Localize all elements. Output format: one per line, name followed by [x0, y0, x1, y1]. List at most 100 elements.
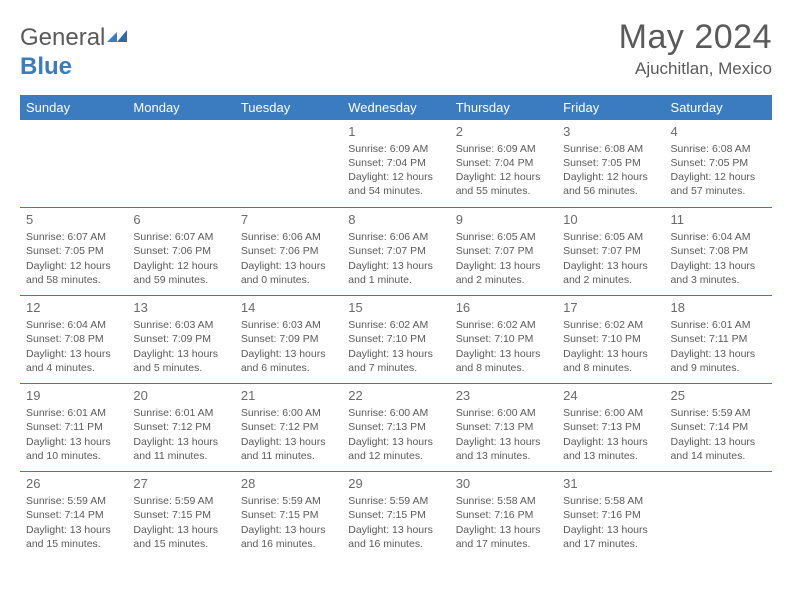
calendar-cell: 24 Sunrise: 6:00 AMSunset: 7:13 PMDayligh… — [557, 384, 664, 472]
calendar-head: SundayMondayTuesdayWednesdayThursdayFrid… — [20, 95, 772, 120]
day-number: 26 — [26, 476, 121, 491]
day-details: Sunrise: 6:04 AMSunset: 7:08 PMDaylight:… — [26, 318, 121, 375]
calendar-row: 19 Sunrise: 6:01 AMSunset: 7:11 PMDayligh… — [20, 384, 772, 472]
day-details: Sunrise: 6:00 AMSunset: 7:13 PMDaylight:… — [563, 406, 658, 463]
weekday-header: Saturday — [665, 95, 772, 120]
logo-text-blue: Blue — [20, 53, 72, 80]
day-number: 24 — [563, 388, 658, 403]
day-number: 31 — [563, 476, 658, 491]
day-number: 2 — [456, 124, 551, 139]
day-number: 5 — [26, 212, 121, 227]
calendar-cell: 30Sunrise: 5:58 AMSunset: 7:16 PMDayligh… — [450, 472, 557, 560]
day-details: Sunrise: 5:59 AMSunset: 7:15 PMDaylight:… — [241, 494, 336, 551]
day-details: Sunrise: 5:59 AMSunset: 7:15 PMDaylight:… — [133, 494, 228, 551]
day-details: Sunrise: 6:05 AMSunset: 7:07 PMDaylight:… — [456, 230, 551, 287]
weekday-header: Thursday — [450, 95, 557, 120]
day-number: 11 — [671, 212, 766, 227]
day-number: 28 — [241, 476, 336, 491]
day-number: 22 — [348, 388, 443, 403]
calendar-row: 12 Sunrise: 6:04 AMSunset: 7:08 PMDayligh… — [20, 296, 772, 384]
day-details: Sunrise: 6:06 AMSunset: 7:06 PMDaylight:… — [241, 230, 336, 287]
calendar-cell: 15Sunrise: 6:02 AMSunset: 7:10 PMDayligh… — [342, 296, 449, 384]
calendar-cell: 9Sunrise: 6:05 AMSunset: 7:07 PMDaylight… — [450, 208, 557, 296]
day-details: Sunrise: 6:01 AMSunset: 7:11 PMDaylight:… — [26, 406, 121, 463]
logo-icon — [107, 25, 129, 53]
logo-text-general: General — [20, 24, 105, 51]
day-details: Sunrise: 6:00 AMSunset: 7:13 PMDaylight:… — [456, 406, 551, 463]
calendar-cell: 2 Sunrise: 6:09 AMSunset: 7:04 PMDaylight… — [450, 120, 557, 208]
calendar-cell: 12 Sunrise: 6:04 AMSunset: 7:08 PMDayligh… — [20, 296, 127, 384]
day-number: 7 — [241, 212, 336, 227]
calendar-cell — [665, 472, 772, 560]
day-details: Sunrise: 6:03 AMSunset: 7:09 PMDaylight:… — [241, 318, 336, 375]
day-number: 1 — [348, 124, 443, 139]
calendar-cell: 28 Sunrise: 5:59 AMSunset: 7:15 PMDayligh… — [235, 472, 342, 560]
day-details: Sunrise: 6:07 AMSunset: 7:05 PMDaylight:… — [26, 230, 121, 287]
calendar-cell: 7 Sunrise: 6:06 AMSunset: 7:06 PMDaylight… — [235, 208, 342, 296]
day-details: Sunrise: 6:08 AMSunset: 7:05 PMDaylight:… — [671, 142, 766, 199]
weekday-header: Friday — [557, 95, 664, 120]
calendar-cell: 20 Sunrise: 6:01 AMSunset: 7:12 PMDayligh… — [127, 384, 234, 472]
day-details: Sunrise: 6:09 AMSunset: 7:04 PMDaylight:… — [456, 142, 551, 199]
day-number: 16 — [456, 300, 551, 315]
day-number: 20 — [133, 388, 228, 403]
calendar-cell: 26 Sunrise: 5:59 AMSunset: 7:14 PMDayligh… — [20, 472, 127, 560]
calendar-cell: 16Sunrise: 6:02 AMSunset: 7:10 PMDayligh… — [450, 296, 557, 384]
weekday-header: Monday — [127, 95, 234, 120]
day-number: 19 — [26, 388, 121, 403]
day-details: Sunrise: 6:00 AMSunset: 7:12 PMDaylight:… — [241, 406, 336, 463]
day-number: 25 — [671, 388, 766, 403]
day-number: 13 — [133, 300, 228, 315]
day-details: Sunrise: 6:03 AMSunset: 7:09 PMDaylight:… — [133, 318, 228, 375]
day-details: Sunrise: 6:04 AMSunset: 7:08 PMDaylight:… — [671, 230, 766, 287]
day-number: 4 — [671, 124, 766, 139]
calendar-cell: 29Sunrise: 5:59 AMSunset: 7:15 PMDayligh… — [342, 472, 449, 560]
calendar-cell: 17 Sunrise: 6:02 AMSunset: 7:10 PMDayligh… — [557, 296, 664, 384]
calendar-cell: 3 Sunrise: 6:08 AMSunset: 7:05 PMDaylight… — [557, 120, 664, 208]
calendar-row: 5 Sunrise: 6:07 AMSunset: 7:05 PMDaylight… — [20, 208, 772, 296]
calendar-cell: 4 Sunrise: 6:08 AMSunset: 7:05 PMDaylight… — [665, 120, 772, 208]
calendar-cell: 25 Sunrise: 5:59 AMSunset: 7:14 PMDayligh… — [665, 384, 772, 472]
calendar-cell: 10 Sunrise: 6:05 AMSunset: 7:07 PMDayligh… — [557, 208, 664, 296]
day-details: Sunrise: 6:07 AMSunset: 7:06 PMDaylight:… — [133, 230, 228, 287]
day-details: Sunrise: 6:01 AMSunset: 7:12 PMDaylight:… — [133, 406, 228, 463]
calendar-cell — [235, 120, 342, 208]
day-details: Sunrise: 6:01 AMSunset: 7:11 PMDaylight:… — [671, 318, 766, 375]
day-number: 17 — [563, 300, 658, 315]
day-number: 6 — [133, 212, 228, 227]
day-number: 18 — [671, 300, 766, 315]
month-title: May 2024 — [619, 18, 772, 57]
day-number: 23 — [456, 388, 551, 403]
day-details: Sunrise: 6:09 AMSunset: 7:04 PMDaylight:… — [348, 142, 443, 199]
calendar-cell: 1 Sunrise: 6:09 AMSunset: 7:04 PMDaylight… — [342, 120, 449, 208]
calendar-cell: 31Sunrise: 5:58 AMSunset: 7:16 PMDayligh… — [557, 472, 664, 560]
calendar-cell — [127, 120, 234, 208]
day-number: 3 — [563, 124, 658, 139]
calendar-cell: 8Sunrise: 6:06 AMSunset: 7:07 PMDaylight… — [342, 208, 449, 296]
location: Ajuchitlan, Mexico — [619, 59, 772, 79]
calendar-row: 1 Sunrise: 6:09 AMSunset: 7:04 PMDaylight… — [20, 120, 772, 208]
day-number: 14 — [241, 300, 336, 315]
calendar-cell: 11 Sunrise: 6:04 AMSunset: 7:08 PMDayligh… — [665, 208, 772, 296]
day-details: Sunrise: 5:59 AMSunset: 7:14 PMDaylight:… — [26, 494, 121, 551]
calendar-cell — [20, 120, 127, 208]
calendar-cell: 6 Sunrise: 6:07 AMSunset: 7:06 PMDaylight… — [127, 208, 234, 296]
day-details: Sunrise: 6:08 AMSunset: 7:05 PMDaylight:… — [563, 142, 658, 199]
day-number: 10 — [563, 212, 658, 227]
calendar-cell: 27 Sunrise: 5:59 AMSunset: 7:15 PMDayligh… — [127, 472, 234, 560]
day-details: Sunrise: 6:05 AMSunset: 7:07 PMDaylight:… — [563, 230, 658, 287]
day-number: 12 — [26, 300, 121, 315]
day-details: Sunrise: 6:02 AMSunset: 7:10 PMDaylight:… — [563, 318, 658, 375]
day-details: Sunrise: 6:00 AMSunset: 7:13 PMDaylight:… — [348, 406, 443, 463]
weekday-header: Wednesday — [342, 95, 449, 120]
day-details: Sunrise: 5:58 AMSunset: 7:16 PMDaylight:… — [456, 494, 551, 551]
calendar-body: 1 Sunrise: 6:09 AMSunset: 7:04 PMDaylight… — [20, 120, 772, 560]
calendar-cell: 22 Sunrise: 6:00 AMSunset: 7:13 PMDayligh… — [342, 384, 449, 472]
weekday-header: Sunday — [20, 95, 127, 120]
day-number: 27 — [133, 476, 228, 491]
calendar-cell: 14 Sunrise: 6:03 AMSunset: 7:09 PMDayligh… — [235, 296, 342, 384]
day-details: Sunrise: 5:59 AMSunset: 7:14 PMDaylight:… — [671, 406, 766, 463]
calendar-cell: 19 Sunrise: 6:01 AMSunset: 7:11 PMDayligh… — [20, 384, 127, 472]
calendar-cell: 23 Sunrise: 6:00 AMSunset: 7:13 PMDayligh… — [450, 384, 557, 472]
header: GeneralBlue May 2024 Ajuchitlan, Mexico — [20, 18, 772, 81]
